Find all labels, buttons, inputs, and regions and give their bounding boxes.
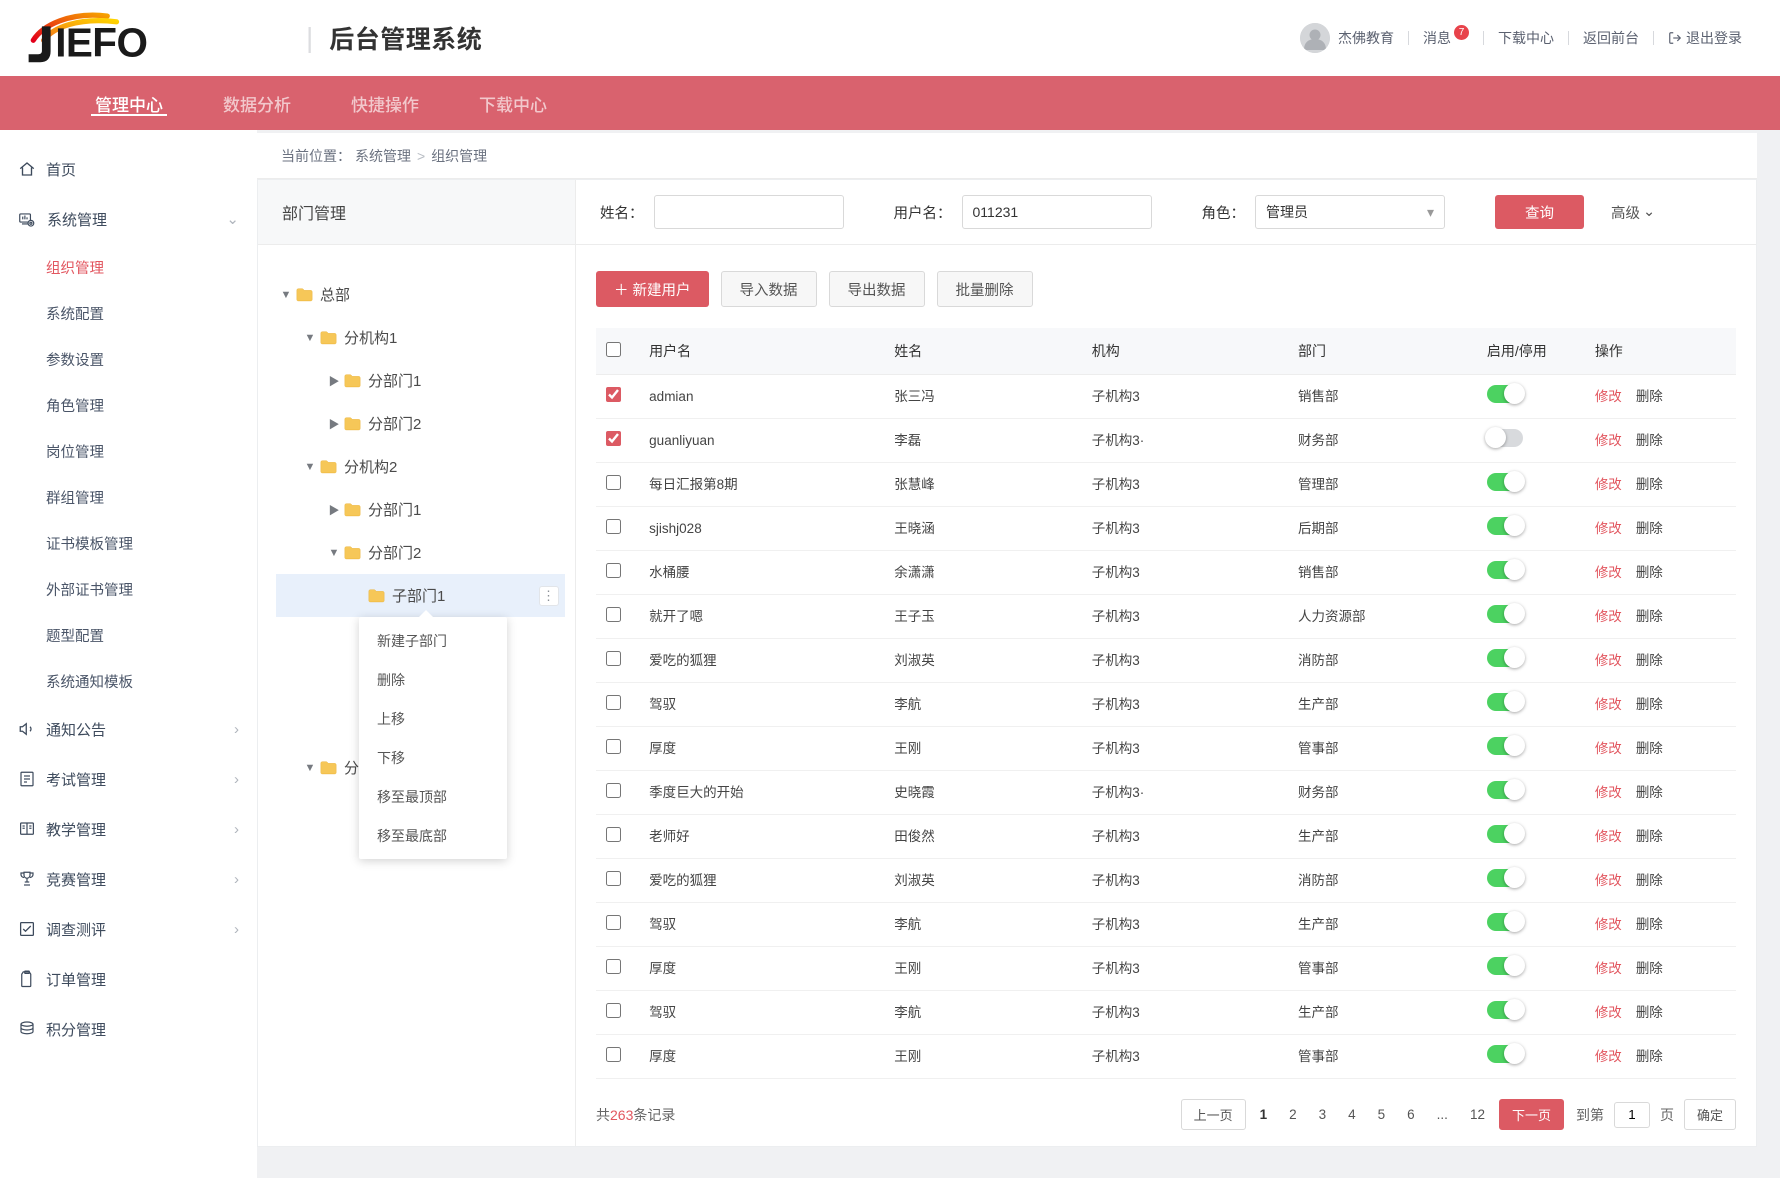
svg-text:IEFO: IEFO xyxy=(55,20,147,66)
